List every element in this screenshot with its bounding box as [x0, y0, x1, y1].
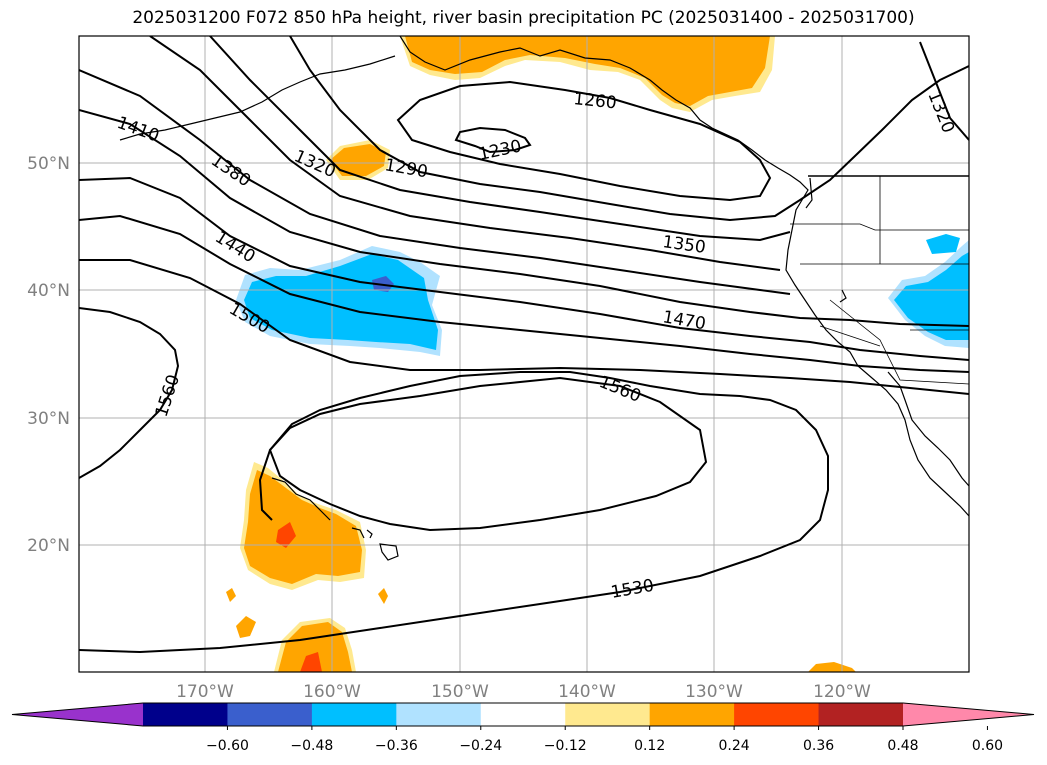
precip-positive-islet1 — [236, 616, 256, 638]
colorbar-tick-label: 0.24 — [719, 738, 750, 754]
contour-1440 — [79, 176, 969, 361]
map-title: 2025031200 F072 850 hPa height, river ba… — [132, 8, 915, 28]
colorbar-segment — [734, 703, 820, 726]
contour-label-1260: 1260 — [572, 89, 617, 113]
contour-1560-west — [79, 307, 180, 479]
colorbar-tick-label: −0.36 — [375, 738, 418, 754]
contour-1290 — [289, 36, 969, 222]
contour-1380 — [79, 69, 791, 295]
contour-label-1410: 1410 — [114, 113, 161, 147]
colorbar-extension-low — [12, 703, 143, 726]
colorbar-segment — [143, 703, 228, 726]
contour-label-1440: 1440 — [211, 227, 258, 267]
colorbar-segment — [480, 703, 566, 726]
precip-positive-mexico — [808, 662, 856, 672]
map-area: 1230 1260 1290 1320 1320 1350 1380 1410 … — [79, 36, 969, 672]
lon-label-120w: 120°W — [813, 682, 871, 702]
contour-1350 — [149, 36, 781, 271]
lat-label-20n: 20°N — [27, 536, 70, 556]
contour-1320 — [209, 36, 791, 242]
colorbar-segment — [565, 703, 651, 726]
precip-positive-hawaii-peak — [276, 522, 296, 548]
colorbar-outline — [11, 702, 1035, 727]
colorbar-segment — [311, 703, 397, 726]
colorbar-tick-label: 0.12 — [634, 738, 665, 754]
precip-shading — [226, 36, 969, 672]
colorbar-segment — [396, 703, 482, 726]
contour-1230 — [454, 126, 532, 154]
precip-positive-hawaii-core — [244, 470, 362, 584]
colorbar-tick-label: −0.48 — [290, 738, 333, 754]
contour-1560 — [268, 376, 708, 532]
colorbar-tick-label: −0.12 — [544, 738, 587, 754]
colorbar-tick-label: −0.24 — [459, 738, 502, 754]
contour-1260 — [396, 80, 772, 202]
precip-negative-pacific-core — [244, 254, 438, 350]
lon-label-170w: 170°W — [176, 682, 234, 702]
colorbar-tick-label: 0.60 — [972, 738, 1003, 754]
height-contours — [79, 36, 969, 654]
contour-1530 — [79, 371, 829, 654]
colorbar-segment — [649, 703, 735, 726]
contour-1320-east — [919, 41, 969, 141]
precip-positive-islet3 — [378, 588, 388, 604]
lon-label-150w: 150°W — [431, 682, 489, 702]
contour-1410 — [79, 109, 969, 327]
graticule — [79, 36, 969, 672]
longitude-labels: 170°W 160°W 150°W 140°W 130°W 120°W — [176, 682, 871, 702]
lon-label-130w: 130°W — [685, 682, 743, 702]
contour-label-1290: 1290 — [383, 155, 429, 182]
contour-label-1470: 1470 — [661, 307, 707, 334]
precip-positive-south-peak — [300, 652, 322, 672]
contour-label-1530: 1530 — [609, 576, 655, 603]
colorbar-extension-high — [903, 703, 1034, 726]
lat-label-30n: 30°N — [27, 409, 70, 429]
colorbar-tick-label: 0.48 — [887, 738, 918, 754]
colorbar: −0.60 −0.48 −0.36 −0.24 −0.12 0.12 0.24 0.36 0.4… — [11, 702, 1035, 754]
contour-label-1560: 1560 — [596, 372, 644, 407]
colorbar-segment — [227, 703, 313, 726]
contour-label-1230: 1230 — [477, 136, 523, 165]
contour-1500 — [79, 259, 969, 395]
lon-label-140w: 140°W — [558, 682, 616, 702]
contour-label-1560-west: 1560 — [152, 372, 184, 419]
colorbar-tick-label: 0.36 — [803, 738, 834, 754]
lat-label-50n: 50°N — [27, 154, 70, 174]
precip-negative-coast-north — [926, 234, 960, 254]
lat-label-40n: 40°N — [27, 281, 70, 301]
precip-negative-coast-core — [894, 252, 969, 340]
contour-label-1320-east: 1320 — [923, 88, 958, 136]
coastlines — [119, 36, 969, 561]
precip-positive-islet2 — [226, 588, 236, 602]
colorbar-tick-label: −0.60 — [206, 738, 249, 754]
map-frame — [78, 35, 970, 673]
latitude-labels: 50°N 40°N 30°N 20°N — [27, 154, 70, 556]
colorbar-segment — [818, 703, 904, 726]
precip-positive-small-core — [330, 144, 386, 176]
lon-label-160w: 160°W — [303, 682, 361, 702]
contour-1470 — [79, 214, 969, 373]
